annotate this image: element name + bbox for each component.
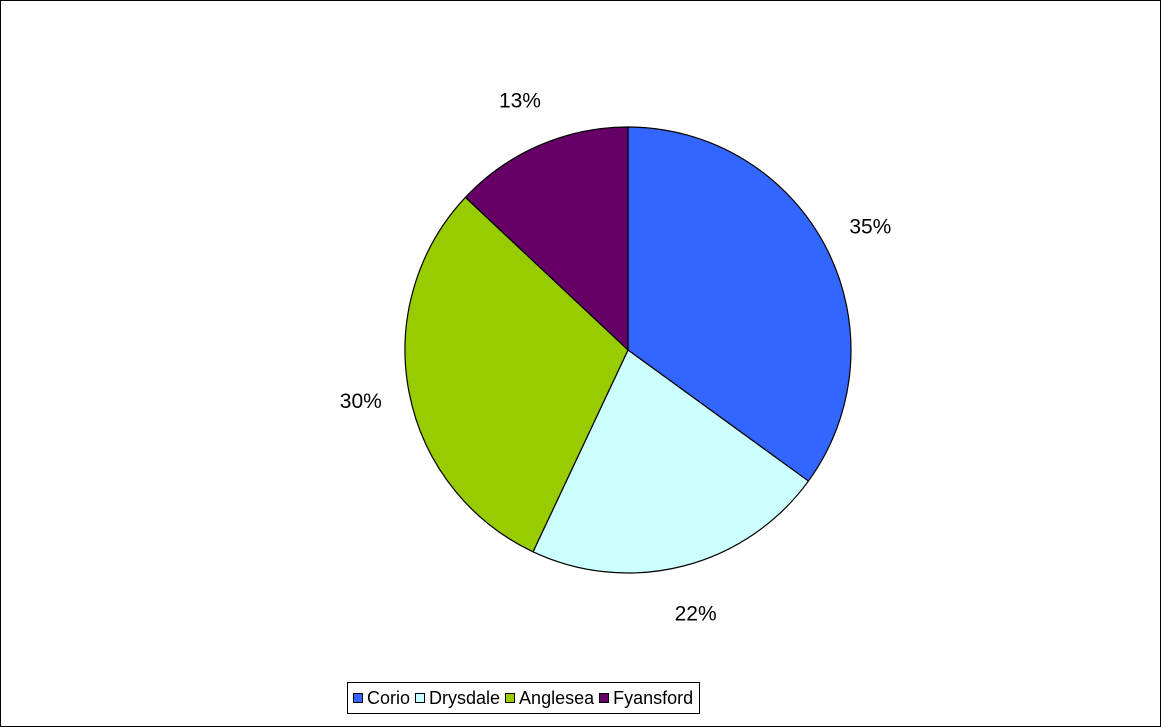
legend-swatch-anglesea — [505, 693, 516, 703]
legend-item-drysdale: Drysdale — [415, 688, 500, 709]
pie-labels: 35% 22% 30% 13% — [340, 89, 892, 625]
legend-item-anglesea: Anglesea — [505, 688, 594, 709]
data-label-corio: 35% — [849, 216, 891, 239]
legend-swatch-corio — [353, 693, 363, 703]
legend-swatch-fyansford — [599, 693, 610, 703]
legend-label-fyansford: Fyansford — [613, 687, 694, 708]
legend: Corio Drysdale Anglesea Fyansford — [347, 682, 701, 714]
legend-swatch-drysdale — [415, 693, 426, 703]
data-label-anglesea: 30% — [340, 390, 382, 413]
legend-label-anglesea: Anglesea — [519, 687, 595, 708]
pie-slice-corio — [627, 126, 852, 482]
legend-label-corio: Corio — [367, 687, 411, 708]
pie-slices — [404, 126, 852, 574]
pie-slice-fyansford — [464, 126, 629, 352]
legend-item-fyansford: Fyansford — [599, 688, 693, 709]
legend-label-drysdale: Drysdale — [429, 687, 501, 708]
data-label-fyansford: 13% — [499, 89, 541, 112]
data-label-drysdale: 22% — [675, 602, 717, 625]
pie-slice-anglesea — [404, 196, 629, 553]
legend-item-corio: Corio — [353, 688, 410, 709]
